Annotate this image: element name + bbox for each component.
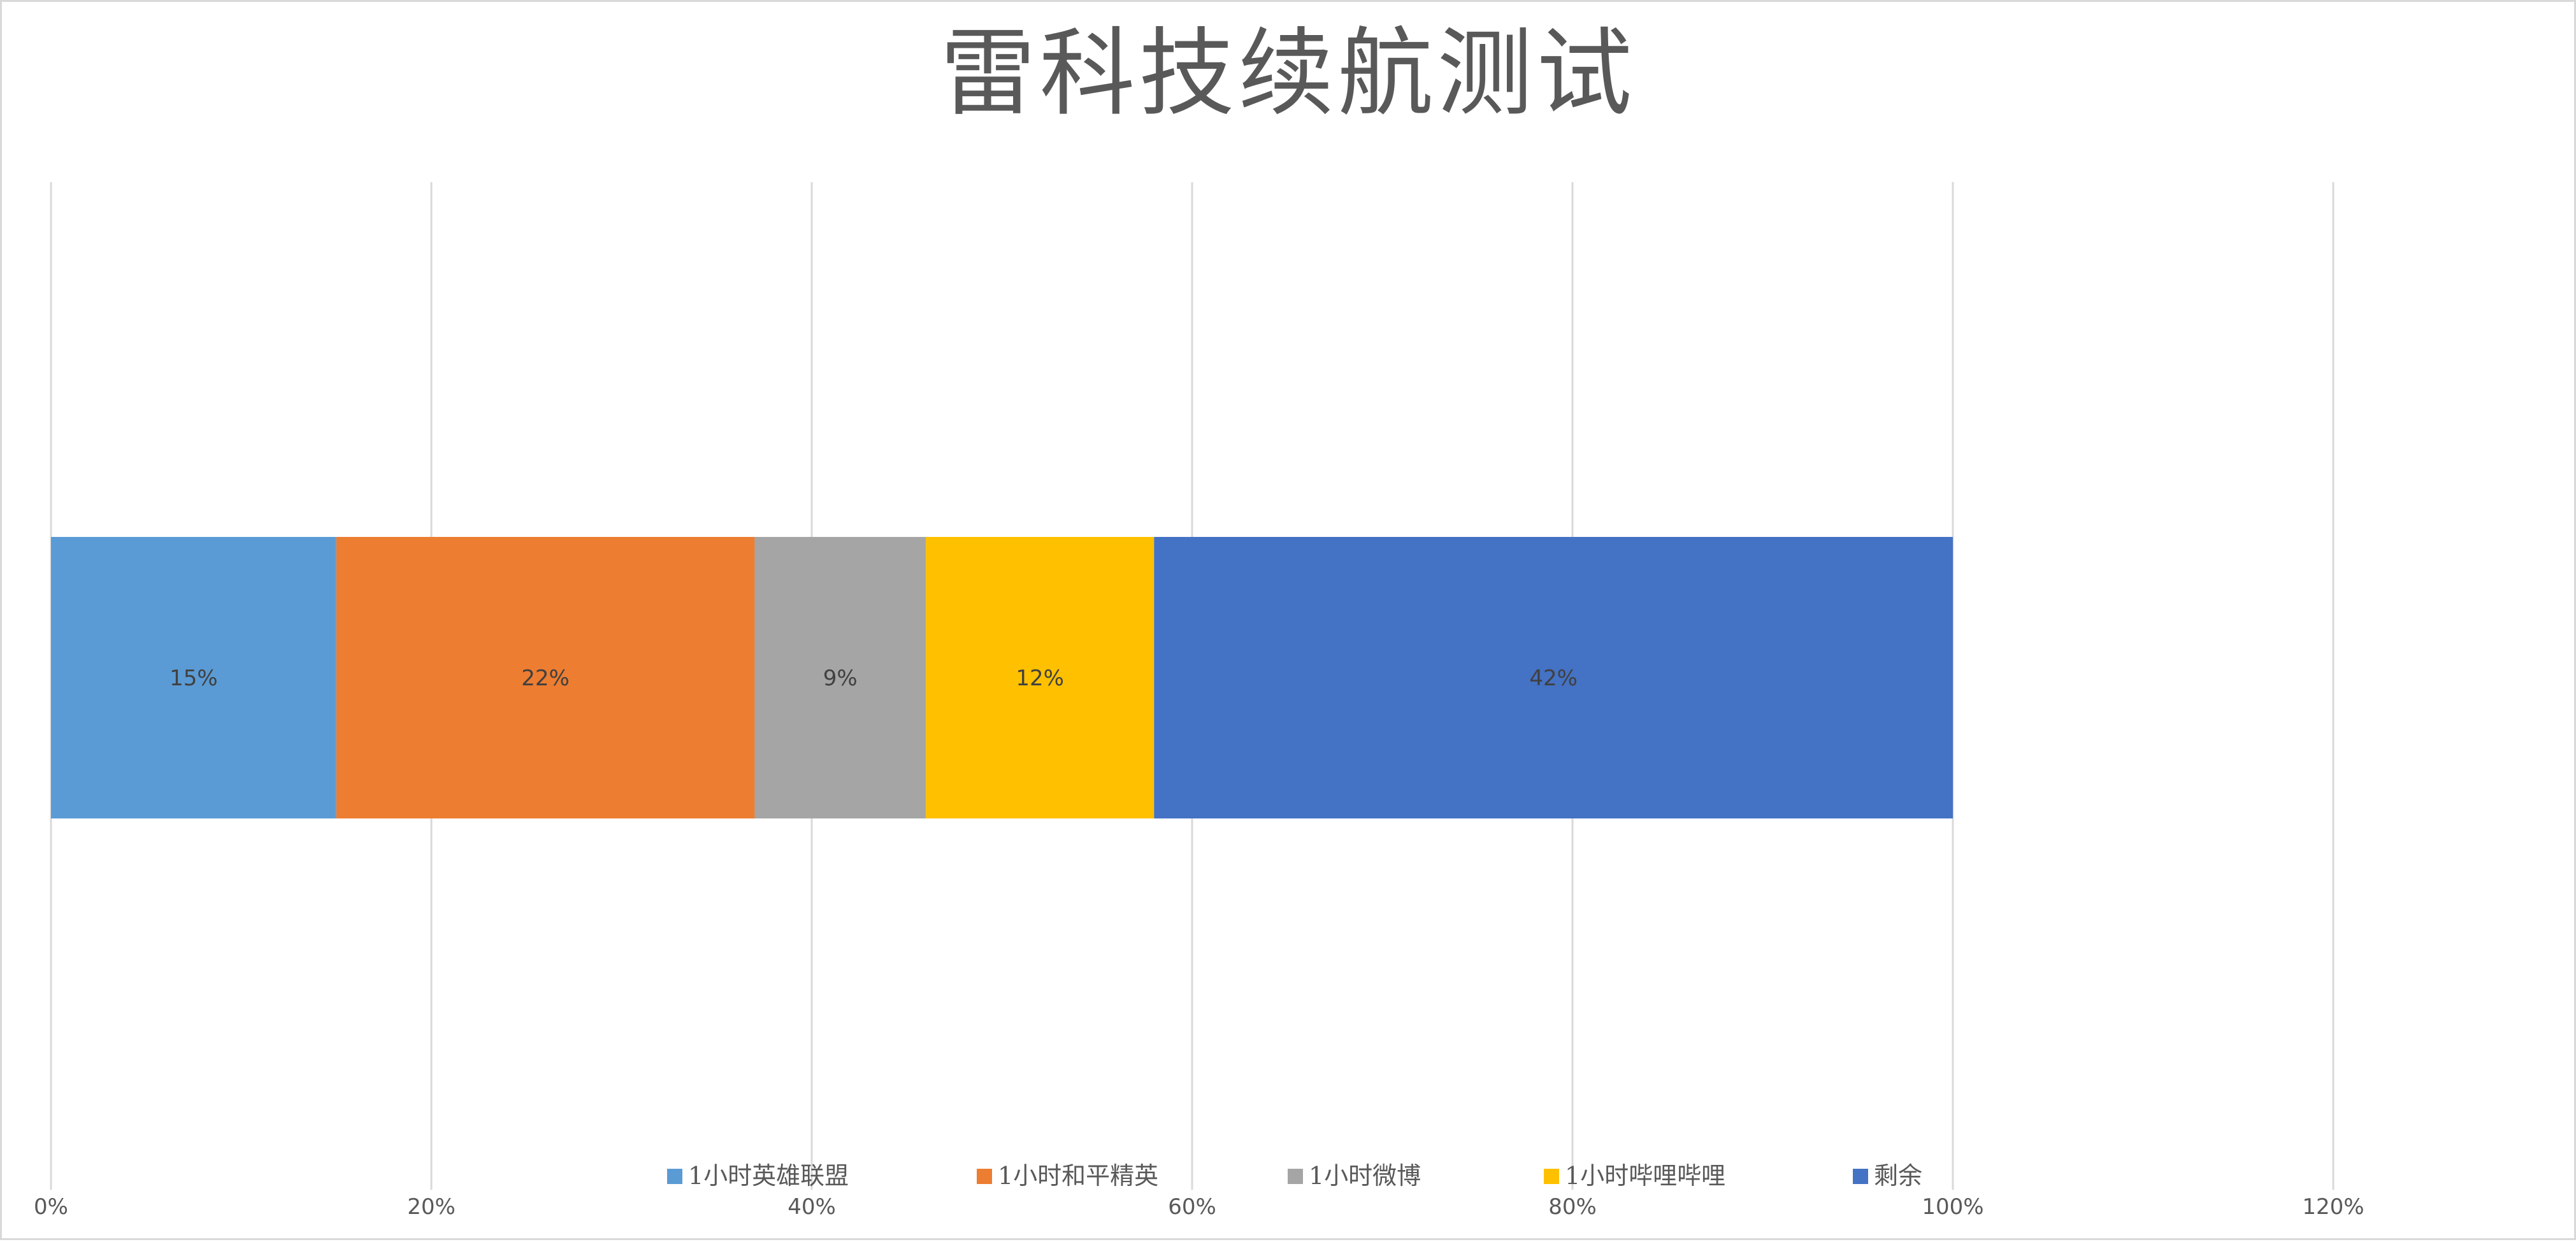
- legend-swatch: [977, 1169, 992, 1184]
- legend-label: 1小时哔哩哔哩: [1565, 1162, 1725, 1190]
- data-label: 9%: [823, 666, 858, 691]
- x-tick-label: 100%: [1922, 1194, 1983, 1220]
- x-tick-label: 20%: [407, 1194, 456, 1220]
- bar-segment: [754, 537, 926, 818]
- legend-swatch: [667, 1169, 682, 1184]
- legend-item: 1小时和平精英: [977, 1162, 1158, 1190]
- legend-label: 1小时微博: [1309, 1162, 1421, 1190]
- x-tick-label: 80%: [1548, 1194, 1597, 1220]
- legend: 1小时英雄联盟 1小时和平精英 1小时微博 1小时哔哩哔哩 剩余: [667, 1162, 1922, 1190]
- legend-item: 1小时微博: [1288, 1162, 1421, 1190]
- x-axis-tick-labels: 0% 20% 40% 60% 80% 100% 120%: [34, 1194, 2364, 1220]
- bar-segment: [51, 537, 336, 818]
- x-tick-label: 0%: [34, 1194, 68, 1220]
- bar-segment: [926, 537, 1155, 818]
- data-label: 15%: [169, 666, 218, 691]
- data-label: 12%: [1016, 666, 1064, 691]
- legend-swatch: [1288, 1169, 1303, 1184]
- legend-item: 1小时英雄联盟: [667, 1162, 849, 1190]
- legend-swatch: [1853, 1169, 1868, 1184]
- legend-item: 剩余: [1853, 1162, 1922, 1190]
- x-tick-label: 40%: [788, 1194, 836, 1220]
- legend-label: 1小时英雄联盟: [688, 1162, 849, 1190]
- legend-label: 剩余: [1874, 1162, 1922, 1190]
- chart-title: 雷科技续航测试: [940, 18, 1636, 129]
- data-labels: 15% 22% 9% 12% 42%: [169, 666, 1578, 691]
- bar-segment: [1154, 537, 1953, 818]
- x-tick-label: 120%: [2302, 1194, 2364, 1220]
- legend-swatch: [1544, 1169, 1559, 1184]
- bar-segments: [51, 537, 1953, 818]
- data-label: 42%: [1529, 666, 1578, 691]
- legend-label: 1小时和平精英: [998, 1162, 1158, 1190]
- x-tick-label: 60%: [1168, 1194, 1216, 1220]
- bar-segment: [336, 537, 755, 818]
- legend-item: 1小时哔哩哔哩: [1544, 1162, 1725, 1190]
- data-label: 22%: [521, 666, 570, 691]
